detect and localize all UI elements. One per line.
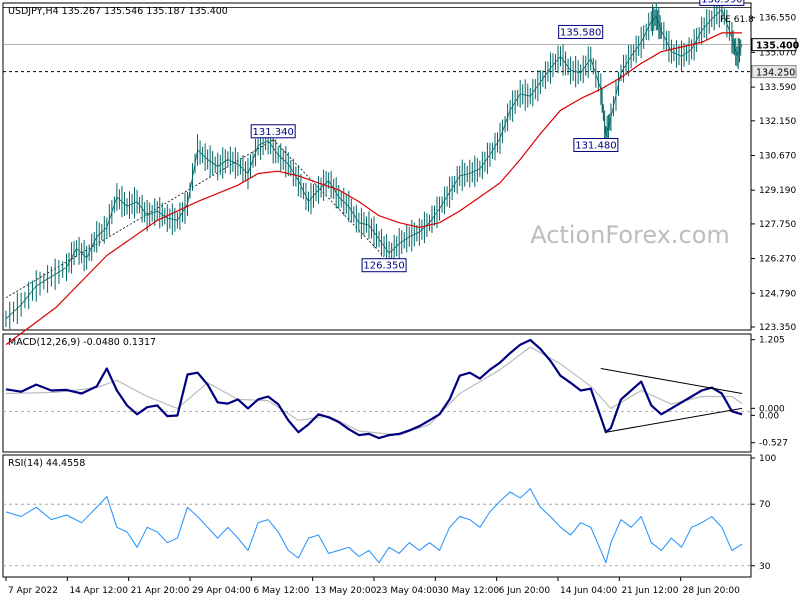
macd-triangle-upper	[600, 368, 743, 394]
macd-y-tick-label: -0.527	[759, 439, 788, 449]
support-tag-label: 134.250	[756, 68, 795, 79]
price-annotation-box	[558, 24, 604, 39]
price-annotation-label: 136.990	[701, 0, 742, 5]
support-tag	[751, 65, 797, 79]
x-tick-label: 30 May 12:00	[437, 586, 499, 596]
macd-header: MACD(12,26,9) -0.0480 0.1317	[8, 337, 156, 348]
price-y-tick-label: 132.150	[759, 117, 796, 127]
macd-panel-frame	[2, 333, 752, 453]
moving-average-line	[5, 32, 742, 346]
x-tick-label: 23 May 04:00	[376, 586, 438, 596]
x-tick-label: 14 Jun 04:00	[560, 586, 617, 596]
price-y-tick-label: 135.070	[759, 48, 796, 58]
symbol-header: USDJPY,H4 135.267 135.546 135.187 135.40…	[8, 6, 228, 17]
price-y-tick-label: 126.270	[759, 255, 796, 265]
price-annotation-label: 131.480	[575, 141, 616, 152]
macd-signal-line	[5, 346, 743, 436]
price-y-tick-label: 124.790	[759, 289, 796, 299]
x-tick-label: 29 Apr 04:00	[192, 586, 251, 596]
price-annotation-box	[361, 258, 407, 273]
grid-layer	[3, 7, 751, 567]
rsi-y-tick-label: 100	[759, 454, 776, 464]
x-tick-label: 6 May 12:00	[253, 586, 309, 596]
macd-y-tick-label: 0.000	[759, 404, 785, 414]
rsi-line	[5, 488, 743, 564]
price-y-tick-label: 130.670	[759, 151, 796, 161]
series-layer	[5, 0, 743, 564]
x-tick-label: 14 Apr 12:00	[69, 586, 128, 596]
price-annotation-label: 131.340	[252, 127, 293, 138]
axis-layer: 136.550 135.070 133.590 132.150 130.670 129.1…	[5, 14, 800, 596]
last-price-tag-label: 135.400	[756, 41, 800, 52]
price-annotation-box	[573, 138, 619, 153]
macd-y-tick-label: 1.205	[759, 336, 785, 346]
price-annotation-box	[699, 0, 745, 6]
macd-line	[5, 338, 743, 440]
price-y-tick-label: 133.590	[759, 83, 796, 93]
price-annotation-box	[250, 124, 296, 139]
price-y-tick-label: 123.350	[759, 323, 796, 333]
rsi-header: RSI(14) 44.4558	[8, 458, 85, 469]
rsi-y-tick-label: 70	[759, 500, 771, 510]
price-y-tick-label: 129.190	[759, 186, 796, 196]
x-tick-label: 28 Jun 20:00	[683, 586, 740, 596]
price-line	[5, 9, 743, 320]
price-annotation-label: 135.580	[560, 27, 601, 38]
price-panel-frame	[2, 2, 752, 331]
macd-y-tick-label: 0.00	[759, 411, 779, 421]
price-y-tick-label: 136.550	[759, 14, 796, 24]
x-tick-label: 6 Jun 20:00	[499, 586, 551, 596]
x-tick-label: 13 May 20:00	[315, 586, 377, 596]
x-tick-label: 7 Apr 2022	[8, 586, 58, 596]
rsi-panel-frame	[2, 454, 752, 578]
watermark: ActionForex.com	[530, 221, 730, 249]
price-annotation-label: 126.350	[363, 261, 404, 272]
macd-triangle-lower	[605, 407, 743, 433]
annotation-layer: 131.340 126.350 135.580 131.480 136.990 FE 61…	[250, 0, 754, 433]
price-y-tick-label: 127.750	[759, 220, 796, 230]
x-tick-label: 21 Apr 20:00	[131, 586, 190, 596]
last-price-tag	[751, 38, 797, 52]
rsi-y-tick-label: 30	[759, 562, 771, 572]
x-tick-label: 21 Jun 12:00	[621, 586, 678, 596]
fe-label: FE 61.8	[720, 15, 754, 25]
fall-trendline	[272, 139, 385, 257]
